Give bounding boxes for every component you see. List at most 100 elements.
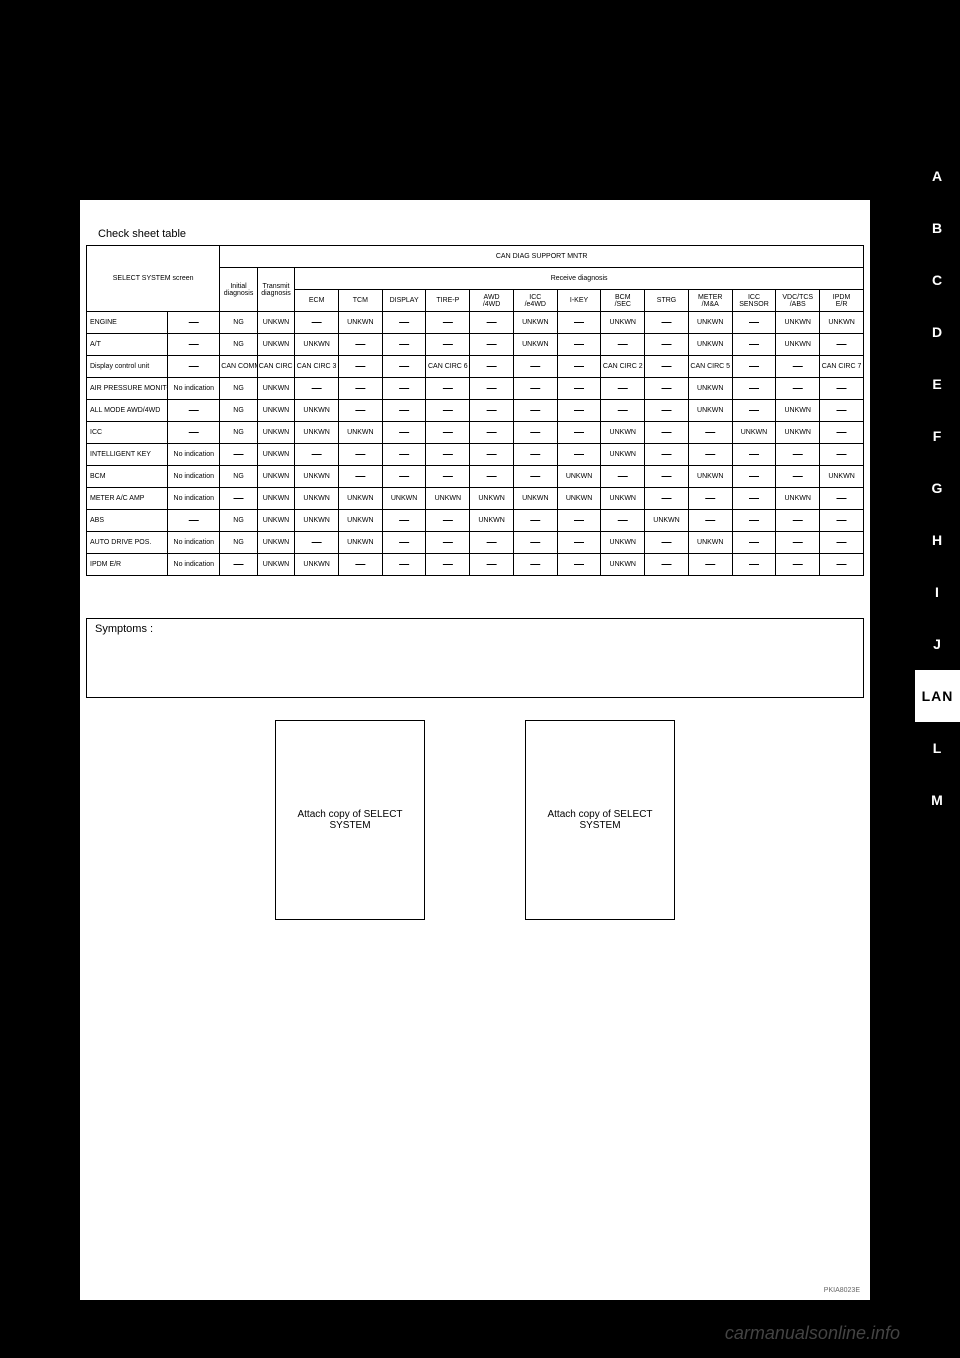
tab-a[interactable]: A <box>915 150 960 202</box>
cell: — <box>732 378 776 400</box>
table-row: A/T—NGUNKWNUNKWN————UNKWN———UNKWN—UNKWN— <box>87 334 864 356</box>
cell: — <box>601 334 645 356</box>
cell: — <box>513 378 557 400</box>
cell: — <box>470 532 514 554</box>
cell: UNKWN <box>513 488 557 510</box>
cell: AIR PRESSURE MONITOR <box>87 378 168 400</box>
cell: — <box>557 312 601 334</box>
header-col-3: TIRE-P <box>426 290 470 312</box>
cell: — <box>426 532 470 554</box>
tab-f[interactable]: F <box>915 410 960 462</box>
cell: — <box>732 488 776 510</box>
cell: UNKWN <box>776 422 820 444</box>
cell: — <box>426 444 470 466</box>
cell: — <box>220 488 257 510</box>
cell: — <box>220 444 257 466</box>
cell: UNKWN <box>601 422 645 444</box>
cell: UNKWN <box>688 466 732 488</box>
cell: — <box>382 510 426 532</box>
cell: — <box>382 312 426 334</box>
cell: CAN CIRC 2 <box>601 356 645 378</box>
cell: UNKWN <box>513 312 557 334</box>
cell: — <box>382 334 426 356</box>
header-select-system: SELECT SYSTEM screen <box>87 246 220 312</box>
cell: — <box>645 488 689 510</box>
cell: UNKWN <box>601 488 645 510</box>
cell: UNKWN <box>257 444 294 466</box>
header-col-11: VDC/TCS/ABS <box>776 290 820 312</box>
cell: — <box>426 466 470 488</box>
cell: ABS <box>87 510 168 532</box>
cell: UNKWN <box>470 510 514 532</box>
cell: — <box>426 334 470 356</box>
cell: — <box>688 554 732 576</box>
cell: UNKWN <box>820 312 864 334</box>
cell: — <box>295 378 339 400</box>
table-row: ENGINE—NGUNKWN—UNKWN———UNKWN—UNKWN—UNKWN… <box>87 312 864 334</box>
cell: No indication <box>168 532 220 554</box>
tab-d[interactable]: D <box>915 306 960 358</box>
header-col-9: METER/M&A <box>688 290 732 312</box>
cell: BCM <box>87 466 168 488</box>
cell: UNKWN <box>426 488 470 510</box>
cell: UNKWN <box>295 422 339 444</box>
table-row: ALL MODE AWD/4WD—NGUNKWNUNKWN————————UNK… <box>87 400 864 422</box>
cell: UNKWN <box>339 422 383 444</box>
cell: UNKWN <box>732 422 776 444</box>
tab-lan[interactable]: LAN <box>915 670 960 722</box>
cell: ALL MODE AWD/4WD <box>87 400 168 422</box>
cell: — <box>776 466 820 488</box>
cell: UNKWN <box>295 554 339 576</box>
cell: NG <box>220 422 257 444</box>
cell: UNKWN <box>776 400 820 422</box>
cell: — <box>339 356 383 378</box>
cell: — <box>557 554 601 576</box>
cell: NG <box>220 400 257 422</box>
cell: — <box>645 400 689 422</box>
tab-i[interactable]: I <box>915 566 960 618</box>
header-can-diag: CAN DIAG SUPPORT MNTR <box>220 246 864 268</box>
cell: — <box>470 378 514 400</box>
cell: — <box>382 532 426 554</box>
cell: — <box>557 444 601 466</box>
page-content: Check sheet table SELECT SYSTEM screenCA… <box>80 200 870 1300</box>
cell: — <box>295 312 339 334</box>
cell: — <box>470 444 514 466</box>
tab-m[interactable]: M <box>915 774 960 826</box>
tab-c[interactable]: C <box>915 254 960 306</box>
table-row: IPDM E/RNo indication—UNKWNUNKWN——————UN… <box>87 554 864 576</box>
cell: CAN CIRC 3 <box>295 356 339 378</box>
cell: — <box>688 510 732 532</box>
tab-h[interactable]: H <box>915 514 960 566</box>
cell: — <box>645 444 689 466</box>
cell: UNKWN <box>257 532 294 554</box>
cell: UNKWN <box>257 400 294 422</box>
tab-j[interactable]: J <box>915 618 960 670</box>
side-tabs: ABCDEFGHIJLANLM <box>915 150 960 826</box>
tab-e[interactable]: E <box>915 358 960 410</box>
cell: UNKWN <box>382 488 426 510</box>
cell: — <box>168 422 220 444</box>
header-receive: Receive diagnosis <box>295 268 864 290</box>
table-row: ABS—NGUNKWNUNKWNUNKWN——UNKWN———UNKWN———— <box>87 510 864 532</box>
cell: UNKWN <box>557 466 601 488</box>
cell: UNKWN <box>339 488 383 510</box>
cell: AUTO DRIVE POS. <box>87 532 168 554</box>
cell: UNKWN <box>688 532 732 554</box>
cell: — <box>339 554 383 576</box>
header-col-5: ICC/e4WD <box>513 290 557 312</box>
cell: — <box>645 466 689 488</box>
cell: — <box>513 444 557 466</box>
tab-g[interactable]: G <box>915 462 960 514</box>
table-row: Display control unit—CAN COMMCAN CIRC 1C… <box>87 356 864 378</box>
tab-l[interactable]: L <box>915 722 960 774</box>
cell: No indication <box>168 488 220 510</box>
cell: UNKWN <box>339 312 383 334</box>
cell: — <box>820 444 864 466</box>
header-transmit: Transmitdiagnosis <box>257 268 294 312</box>
tab-b[interactable]: B <box>915 202 960 254</box>
cell: UNKWN <box>257 554 294 576</box>
cell: CAN CIRC 1 <box>257 356 294 378</box>
header-col-10: ICCSENSOR <box>732 290 776 312</box>
header-col-0: ECM <box>295 290 339 312</box>
